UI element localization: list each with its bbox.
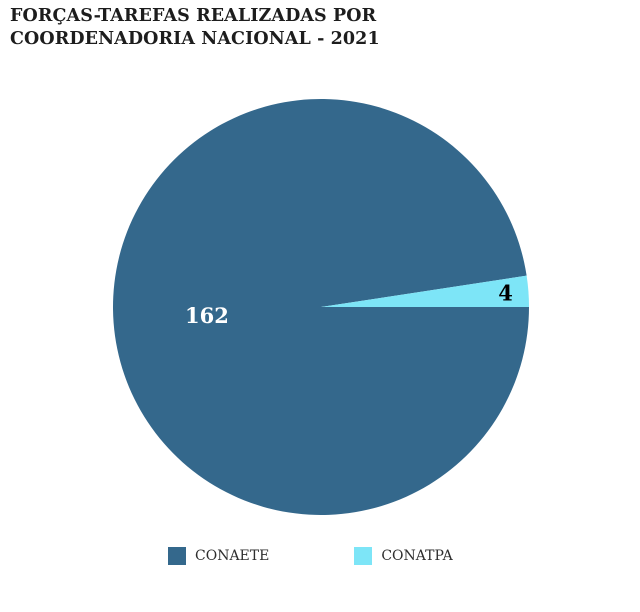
legend-label-conatpa: CONATPA: [381, 548, 453, 564]
legend-item-conaete[interactable]: CONAETE: [168, 547, 269, 565]
legend-item-conatpa[interactable]: CONATPA: [354, 547, 453, 565]
pie-slice-conatpa[interactable]: [321, 275, 529, 307]
value-label-conatpa: 4: [498, 281, 513, 306]
chart-title: FORÇAS-TAREFAS REALIZADAS POR COORDENADO…: [10, 6, 380, 49]
pie-slice-conaete[interactable]: [113, 99, 529, 516]
value-label-conaete: 162: [185, 303, 229, 328]
legend: CONAETE CONATPA: [168, 547, 453, 565]
legend-swatch-conatpa: [354, 547, 373, 565]
legend-label-conaete: CONAETE: [195, 548, 270, 564]
legend-swatch-conaete: [168, 547, 186, 565]
